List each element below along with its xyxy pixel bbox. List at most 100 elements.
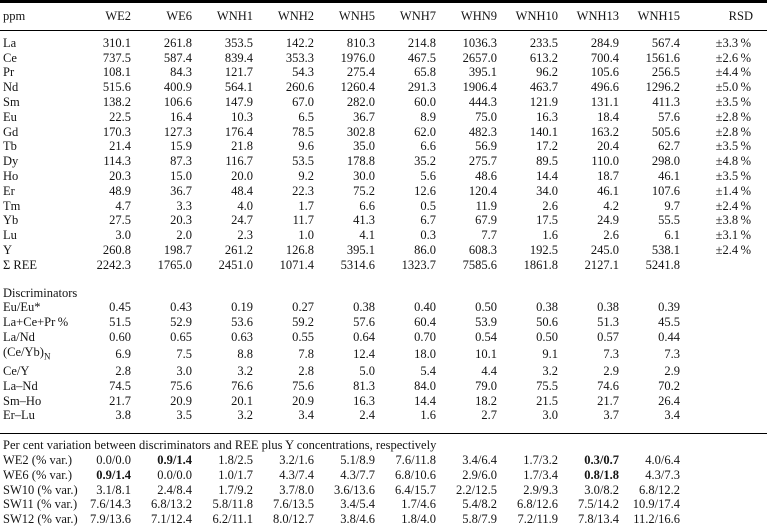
rsd-cell: ±3.5 % bbox=[715, 168, 751, 183]
col-header-rsd: RSD bbox=[682, 1, 767, 31]
row-label: Pr bbox=[3, 65, 15, 80]
discriminator-rows-body: Eu/Eu* 0.45 0.43 0.19 0.27 0.38 0.40 0.50 0.38 0.… bbox=[0, 300, 767, 423]
rsd-cell bbox=[682, 483, 767, 498]
value-cell: 4.7 bbox=[115, 198, 131, 213]
value-cell: 20.1 bbox=[231, 393, 253, 408]
table-row: SW12 (% var.) 7.9/13.6 7.1/12.4 6.2/11.1 8.0… bbox=[0, 512, 767, 530]
value-cell: 147.9 bbox=[224, 94, 253, 109]
table-row: Σ REE 2242.3 1765.0 2451.0 1071.4 5314.6 1323.… bbox=[0, 258, 767, 273]
value-cell: 587.4 bbox=[163, 50, 192, 65]
value-cell: 26.4 bbox=[658, 393, 680, 408]
ree-rows-body: La 310.1 261.8 353.5 142.2 810.3 214.8 1036.3 23… bbox=[0, 30, 767, 272]
value-cell: 59.2 bbox=[292, 315, 314, 330]
value-cell: 6.8/12.2 bbox=[639, 482, 680, 497]
col-header-ppm: ppm bbox=[0, 1, 72, 31]
row-label: SW10 (% var.) bbox=[3, 482, 78, 497]
value-cell: 7.7 bbox=[481, 228, 497, 243]
rsd-cell bbox=[682, 330, 767, 345]
value-cell: 12.4 bbox=[353, 346, 375, 361]
rsd-cell: ±3.5 % bbox=[715, 139, 751, 154]
value-cell: 4.4 bbox=[481, 364, 497, 379]
value-cell: 0.3 bbox=[420, 228, 436, 243]
value-cell: 8.0/12.7 bbox=[273, 512, 314, 527]
value-cell: 3.0 bbox=[115, 228, 131, 243]
value-cell: 567.4 bbox=[651, 35, 680, 50]
value-cell: 75.5 bbox=[536, 378, 558, 393]
table-row: Sm 138.2 106.6 147.9 67.0 282.0 60.0 444.3 121.9… bbox=[0, 95, 767, 110]
rsd-cell bbox=[682, 468, 767, 483]
value-cell: 78.5 bbox=[292, 124, 314, 139]
value-cell: 3.2/1.6 bbox=[279, 453, 314, 468]
table-row: Er 48.9 36.7 48.4 22.3 75.2 12.6 120.4 34.0 46.1 1… bbox=[0, 184, 767, 199]
row-label: La/Nd bbox=[3, 329, 35, 344]
value-cell: 18.0 bbox=[414, 346, 436, 361]
value-cell: 810.3 bbox=[346, 35, 375, 50]
value-cell: 3.4/6.4 bbox=[462, 453, 497, 468]
value-cell: 178.8 bbox=[346, 154, 375, 169]
value-cell: 17.2 bbox=[536, 139, 558, 154]
value-cell: 3.5 bbox=[176, 408, 192, 423]
value-cell: 4.0/6.4 bbox=[645, 453, 680, 468]
value-cell: 105.6 bbox=[590, 65, 619, 80]
rsd-cell: ±3.1 % bbox=[715, 228, 751, 243]
col-header-we2: WE2 bbox=[72, 1, 133, 31]
value-cell: 3.0/8.2 bbox=[584, 482, 619, 497]
variation-caption: Per cent variation between discriminator… bbox=[0, 433, 767, 454]
rsd-cell: ±3.3 % bbox=[715, 35, 751, 50]
value-cell: 2.3 bbox=[237, 228, 253, 243]
value-cell: 2.4/8.4 bbox=[157, 482, 192, 497]
gap-row bbox=[0, 273, 767, 286]
value-cell: 53.6 bbox=[231, 315, 253, 330]
value-cell: 46.1 bbox=[658, 168, 680, 183]
value-cell: 60.0 bbox=[414, 94, 436, 109]
value-cell: 0.8/1.8 bbox=[584, 467, 619, 482]
value-cell: 2.4 bbox=[359, 408, 375, 423]
value-cell: 74.6 bbox=[597, 378, 619, 393]
value-cell: 5.4 bbox=[420, 364, 436, 379]
rsd-cell: ±4.8 % bbox=[715, 154, 751, 169]
value-cell: 2.9 bbox=[664, 364, 680, 379]
value-cell: 62.7 bbox=[658, 139, 680, 154]
value-cell: 121.9 bbox=[529, 94, 558, 109]
value-cell: 20.3 bbox=[109, 168, 131, 183]
value-cell: 0.50 bbox=[536, 329, 558, 344]
value-cell: 1.7/3.2 bbox=[523, 453, 558, 468]
value-cell: 16.3 bbox=[536, 109, 558, 124]
value-cell: 65.8 bbox=[414, 65, 436, 80]
value-cell: 3.7/8.0 bbox=[279, 482, 314, 497]
value-cell: 214.8 bbox=[407, 35, 436, 50]
value-cell: 3.4/5.4 bbox=[340, 497, 375, 512]
value-cell: 18.7 bbox=[597, 168, 619, 183]
value-cell: 4.1 bbox=[359, 228, 375, 243]
value-cell: 84.3 bbox=[170, 65, 192, 80]
value-cell: 14.4 bbox=[414, 393, 436, 408]
rsd-cell bbox=[682, 258, 767, 273]
value-cell: 7.5 bbox=[176, 346, 192, 361]
value-cell: 198.7 bbox=[163, 242, 192, 257]
value-cell: 76.6 bbox=[231, 378, 253, 393]
value-cell: 21.5 bbox=[536, 393, 558, 408]
value-cell: 75.6 bbox=[292, 378, 314, 393]
value-cell: 96.2 bbox=[536, 65, 558, 80]
value-cell: 505.6 bbox=[651, 124, 680, 139]
value-cell: 0.0/0.0 bbox=[157, 467, 192, 482]
value-cell: 16.3 bbox=[353, 393, 375, 408]
table-row: Tb 21.4 15.9 21.8 9.6 35.0 6.6 56.9 17.2 20.4 62.7… bbox=[0, 139, 767, 154]
value-cell: 395.1 bbox=[468, 65, 497, 80]
value-cell: 21.7 bbox=[109, 393, 131, 408]
value-cell: 5241.8 bbox=[645, 257, 680, 272]
value-cell: 55.5 bbox=[658, 213, 680, 228]
col-header-wnh10: WNH10 bbox=[499, 1, 560, 31]
value-cell: 6.6 bbox=[420, 139, 436, 154]
value-cell: 0.38 bbox=[597, 300, 619, 315]
table-row: Pr 108.1 84.3 121.7 54.3 275.4 65.8 395.1 96.2 10… bbox=[0, 65, 767, 80]
value-cell: 7.6/11.8 bbox=[395, 453, 436, 468]
value-cell: 24.7 bbox=[231, 213, 253, 228]
table-row: Dy 114.3 87.3 116.7 53.5 178.8 35.2 275.7 89.5 11… bbox=[0, 154, 767, 169]
value-cell: 608.3 bbox=[468, 242, 497, 257]
value-cell: 67.9 bbox=[475, 213, 497, 228]
row-label: Y bbox=[3, 242, 13, 257]
row-label: Tm bbox=[3, 198, 21, 213]
value-cell: 46.1 bbox=[597, 183, 619, 198]
